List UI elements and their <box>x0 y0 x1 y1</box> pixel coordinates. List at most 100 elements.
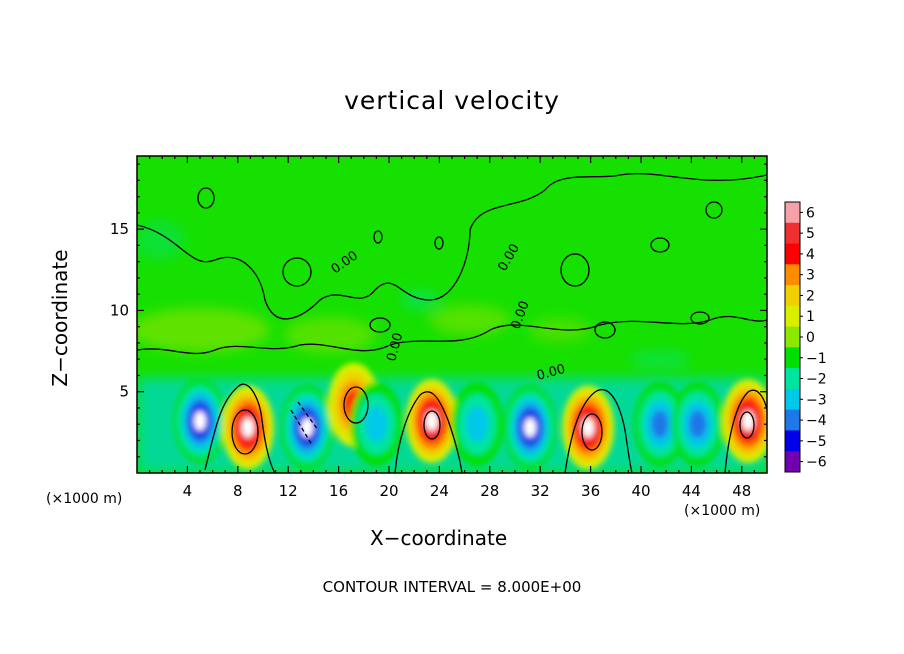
colorbar-label: −3 <box>806 392 827 408</box>
colorbar-label: −5 <box>806 434 827 450</box>
downdraft-cell <box>174 378 226 463</box>
y-axis-unit: (×1000 m) <box>46 491 123 507</box>
updraft-cell <box>722 378 767 463</box>
cell-ring <box>194 411 206 431</box>
colorbar-label: 6 <box>806 205 815 221</box>
contour-line <box>434 236 444 250</box>
contour-line <box>724 389 767 473</box>
contour-label: 0.00 <box>384 331 406 363</box>
contour-interval-note: CONTOUR INTERVAL = 8.000E+00 <box>322 578 582 596</box>
contour-lines <box>137 172 767 473</box>
downdraft-cell <box>281 385 334 470</box>
contour-line <box>197 187 215 209</box>
colorbar-label: 3 <box>806 268 815 284</box>
y-tick-label: 10 <box>110 301 129 319</box>
colorbar-swatch <box>785 202 800 224</box>
heatmap-field <box>137 156 767 473</box>
x-tick-label: 4 <box>183 482 193 500</box>
downdraft-cell <box>504 385 557 470</box>
colorbar-label: −1 <box>806 351 827 367</box>
cell-layer <box>174 362 767 470</box>
updraft-cell <box>562 385 615 470</box>
updraft-cell <box>405 378 458 463</box>
contour-line <box>231 409 259 455</box>
axis-ticks <box>137 156 767 473</box>
contour-line <box>560 253 590 287</box>
contour-line <box>581 413 603 451</box>
x-tick-label: 16 <box>329 482 348 500</box>
colorbar-swatch <box>785 368 800 390</box>
x-tick-label: 28 <box>480 482 499 500</box>
cell-ring <box>582 417 595 438</box>
colorbar-swatch <box>785 305 800 328</box>
chart-title: vertical velocity <box>344 86 560 115</box>
contour-line <box>137 172 767 320</box>
downdraft-cell <box>350 382 403 467</box>
x-axis-label: X−coordinate <box>370 526 508 550</box>
downdraft-cell <box>633 382 686 467</box>
colorbar-swatch <box>785 451 800 473</box>
x-tick-label: 12 <box>279 482 298 500</box>
contour-line <box>705 201 723 219</box>
contour-line <box>739 411 755 439</box>
downdraft-cell <box>671 382 724 467</box>
colorbar-swatch <box>785 285 800 307</box>
contour-line <box>594 321 616 339</box>
colorbar-swatch <box>785 430 800 452</box>
cell-ring <box>651 410 669 439</box>
contour-line <box>690 311 710 325</box>
x-tick-label: 40 <box>631 482 650 500</box>
contour-line <box>650 237 670 253</box>
y-axis-label: Z−coordinate <box>48 249 72 387</box>
colorbar-label: 1 <box>806 309 815 325</box>
contour-label: 0.00 <box>535 362 567 384</box>
colorbar-label: −2 <box>806 372 827 388</box>
contour-line <box>564 389 633 473</box>
colorbar-swatch <box>785 388 800 411</box>
cell-ring <box>425 411 438 431</box>
cell-ring <box>689 410 707 439</box>
contour-line <box>373 230 383 244</box>
y-tick-label: 15 <box>110 220 129 238</box>
cell-ring <box>524 417 537 438</box>
cell-ring <box>365 406 388 443</box>
updraft-cell <box>221 385 274 470</box>
x-tick-label: 44 <box>682 482 701 500</box>
colorbar-label: 0 <box>806 330 815 346</box>
x-tick-label: 20 <box>379 482 398 500</box>
cell-ring <box>466 406 489 443</box>
x-tick-label: 36 <box>581 482 600 500</box>
x-tick-label: 48 <box>732 482 751 500</box>
colorbar-label: 5 <box>806 226 815 242</box>
colorbar-labels: 6 5 4 3 2 1 0 −1 −2 −3 −4 −5 −6 <box>806 205 827 470</box>
colorbar-swatch <box>785 409 800 431</box>
downdraft-cell <box>451 382 504 467</box>
colorbar-swatch <box>785 222 800 245</box>
contour-line <box>290 401 319 446</box>
contour-line <box>137 315 767 355</box>
colorbar-swatch <box>785 243 800 265</box>
colorbar-swatch <box>785 326 800 348</box>
cell-ring <box>742 411 755 431</box>
x-tick-label: 32 <box>531 482 550 500</box>
contour-line <box>204 383 276 473</box>
x-tick-label: 24 <box>430 482 449 500</box>
colorbar-label: 4 <box>806 247 815 263</box>
colorbar <box>784 201 803 473</box>
contour-line <box>343 386 369 424</box>
contour-line <box>423 410 441 440</box>
x-tick-label: 8 <box>233 482 243 500</box>
cell-ring <box>241 417 254 438</box>
cell-ring <box>301 417 314 438</box>
x-axis-unit: (×1000 m) <box>684 503 761 519</box>
contour-line <box>282 257 312 287</box>
colorbar-label: −6 <box>806 455 827 471</box>
contour-line <box>394 391 463 473</box>
colorbar-label: −4 <box>806 413 827 429</box>
colorbar-swatch <box>785 347 800 369</box>
y-tick-label: 5 <box>119 383 129 401</box>
colorbar-swatch <box>785 264 800 286</box>
contour-line <box>369 317 391 333</box>
